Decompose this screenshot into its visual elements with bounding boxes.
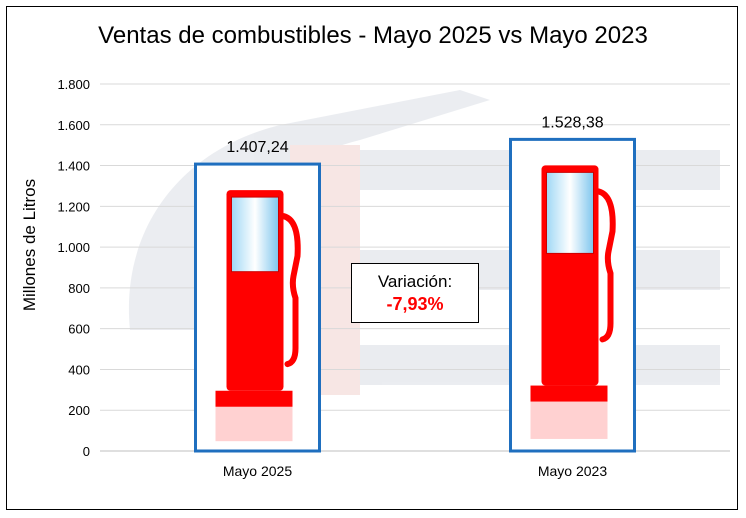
chart-title: Ventas de combustibles - Mayo 2025 vs Ma… — [98, 22, 648, 49]
data-label: 1.407,24 — [226, 139, 288, 156]
bar — [509, 137, 636, 453]
y-tick-label: 200 — [68, 403, 90, 418]
y-tick-label: 1.200 — [57, 199, 90, 214]
y-tick-label: 1.400 — [57, 159, 90, 174]
variation-annotation: Variación: -7,93% — [351, 263, 479, 323]
y-tick-label: 800 — [68, 281, 90, 296]
y-tick-label: 400 — [68, 362, 90, 377]
variation-label: Variación: — [377, 272, 453, 291]
y-tick-label: 600 — [68, 322, 90, 337]
bar — [194, 162, 321, 453]
fuel-pump-icon — [215, 190, 301, 442]
y-tick-label: 0 — [83, 444, 90, 459]
x-tick-label: Mayo 2023 — [538, 463, 607, 479]
y-tick-label: 1.800 — [57, 77, 90, 92]
y-tick-label: 1.000 — [57, 240, 90, 255]
fuel-pump-icon — [530, 165, 616, 439]
data-label: 1.528,38 — [541, 114, 603, 131]
variation-value: -7,93% — [386, 294, 444, 314]
x-tick-label: Mayo 2025 — [223, 463, 292, 479]
y-tick-label: 1.600 — [57, 118, 90, 133]
